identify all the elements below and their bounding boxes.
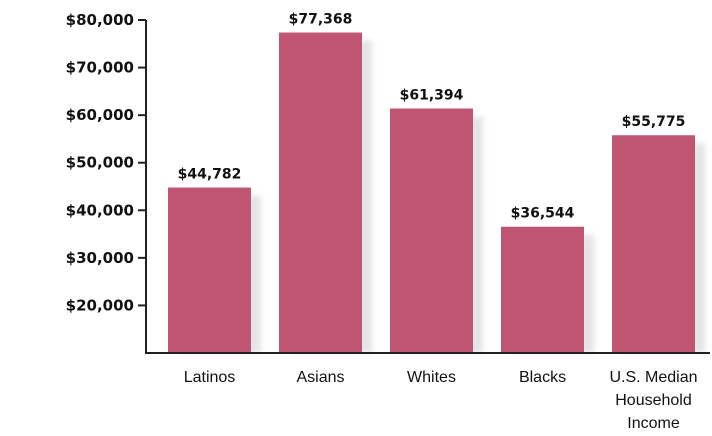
x-category-label: Whites: [407, 369, 456, 386]
y-tick-label: $50,000: [66, 154, 134, 172]
bar-value-label: $77,368: [289, 12, 353, 28]
bar-value-label: $61,394: [400, 88, 464, 104]
y-tick-label: $60,000: [66, 106, 134, 124]
data-labels: $44,782 $77,368 $61,394 $36,544 $55,775: [178, 12, 686, 222]
y-tick-label: $20,000: [66, 296, 134, 314]
y-tick-label: $30,000: [66, 249, 134, 267]
bar: [501, 226, 584, 353]
x-category-label: Income: [627, 415, 680, 432]
x-axis-labels: Latinos Asians Whites Blacks U.S. Median Hous…: [184, 369, 698, 432]
bar: [612, 135, 695, 353]
bar-value-label: $36,544: [511, 206, 575, 222]
y-tick-label: $80,000: [66, 11, 134, 29]
bars: [168, 32, 695, 353]
y-tick-label: $70,000: [66, 59, 134, 77]
x-category-label: Household: [615, 392, 692, 409]
y-axis: $20,000 $30,000 $40,000 $50,000 $60,000 $70,0…: [66, 11, 147, 353]
bar-value-label: $44,782: [178, 167, 242, 183]
bar: [390, 108, 473, 353]
bar-value-label: $55,775: [622, 114, 686, 130]
bar: [279, 32, 362, 353]
x-category-label: Blacks: [519, 369, 566, 386]
x-category-label: U.S. Median: [609, 369, 697, 386]
y-tick-label: $40,000: [66, 201, 134, 219]
bar: [168, 187, 251, 353]
x-category-label: Latinos: [184, 369, 236, 386]
x-category-label: Asians: [296, 369, 344, 386]
